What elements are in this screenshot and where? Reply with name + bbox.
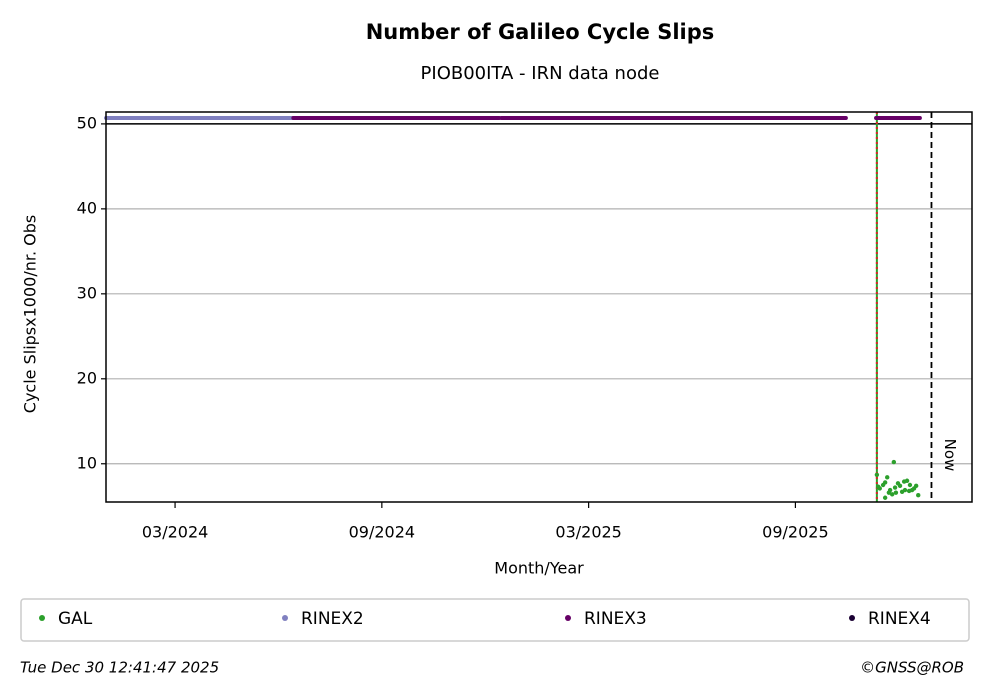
footer-date: Tue Dec 30 12:41:47 2025 (20, 659, 219, 677)
data-point (891, 459, 897, 465)
x-tick-label: 09/2024 (349, 523, 415, 542)
data-point (887, 487, 893, 493)
data-point (907, 482, 913, 488)
x-axis-label: Month/Year (494, 559, 584, 578)
legend-marker (849, 615, 855, 621)
legend-marker (39, 615, 45, 621)
data-point (904, 478, 910, 483)
chart-subtitle: PIOB00ITA - IRN data node (421, 63, 660, 84)
legend-marker (282, 615, 288, 621)
data-point (882, 480, 888, 485)
x-tick-label: 09/2025 (762, 523, 828, 542)
y-tick-label: 20 (77, 368, 97, 387)
data-point (889, 492, 895, 497)
legend-label: RINEX3 (584, 609, 647, 629)
data-point (877, 486, 882, 491)
data-point (874, 472, 880, 478)
x-tick-label: 03/2025 (555, 523, 621, 542)
y-tick-label: 30 (77, 283, 97, 302)
data-point (897, 483, 903, 489)
footer-copyright: ©GNSS@ROB (860, 659, 964, 677)
x-tick-label: 03/2024 (142, 523, 208, 542)
y-tick-label: 50 (77, 113, 97, 132)
legend-label: RINEX4 (868, 609, 931, 629)
y-tick-label: 10 (77, 453, 97, 472)
data-point (913, 483, 919, 489)
legend-marker (565, 615, 571, 621)
y-tick-label: 40 (77, 198, 97, 217)
data-point (893, 490, 899, 495)
data-point (916, 493, 921, 498)
chart-title: Number of Galileo Cycle Slips (366, 20, 715, 44)
data-point (902, 487, 908, 493)
data-point (892, 485, 898, 490)
legend-box (20, 598, 970, 642)
y-axis-label: Cycle Slipsx1000/nr. Obs (21, 215, 40, 413)
legend-label: GAL (58, 609, 93, 629)
data-point (882, 495, 888, 500)
now-label: Now (941, 439, 959, 472)
plot-frame (105, 111, 973, 503)
data-point (885, 475, 890, 480)
legend-label: RINEX2 (301, 609, 364, 629)
